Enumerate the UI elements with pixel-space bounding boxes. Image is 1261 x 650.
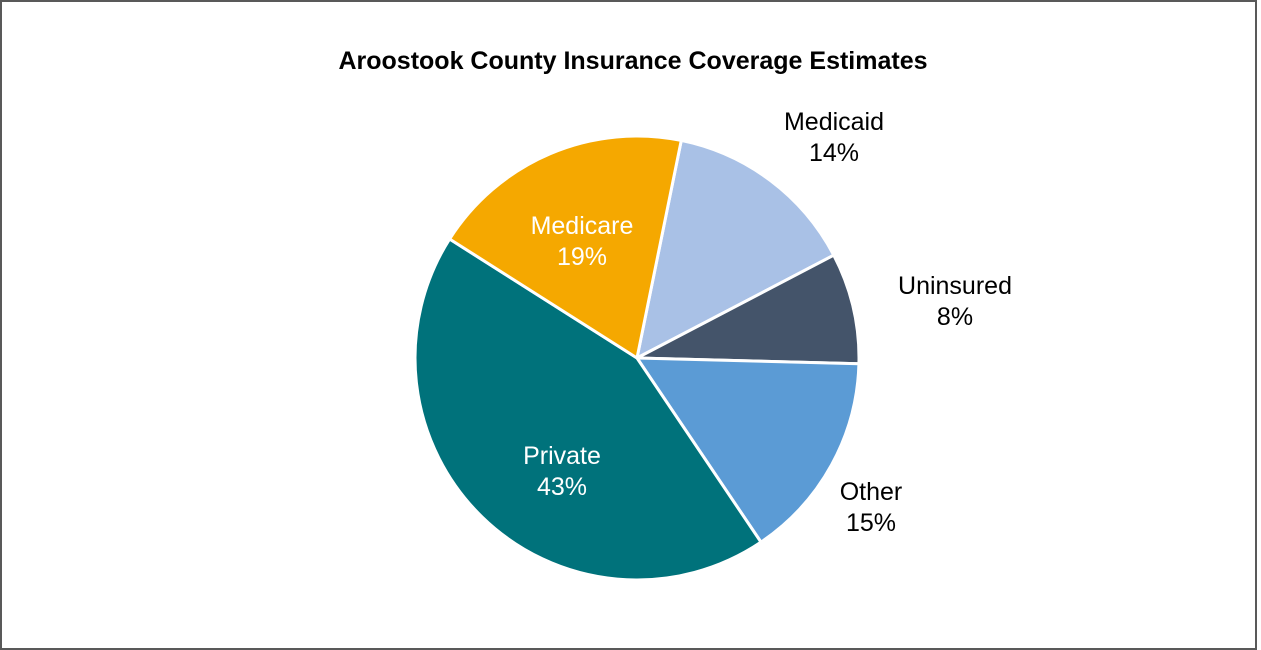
slice-percent-medicare: 19%: [557, 243, 607, 271]
pie-slice-uninsured: [635, 253, 861, 366]
pie-chart: Aroostook County Insurance Coverage Esti…: [338, 47, 1012, 582]
slice-label-other: Other: [840, 478, 903, 506]
chart-title: Aroostook County Insurance Coverage Esti…: [338, 47, 927, 75]
pie-slice-private: [413, 237, 763, 582]
slice-percent-medicaid: 14%: [809, 139, 859, 167]
pie-slice-other: [635, 356, 861, 544]
pie-labels: Medicaid 14% Uninsured 8% Other 15% Private 43%…: [523, 108, 1012, 537]
slice-label-medicare: Medicare: [531, 212, 634, 240]
slice-percent-other: 15%: [846, 509, 896, 537]
slice-label-private: Private: [523, 442, 601, 470]
slice-percent-private: 43%: [537, 473, 587, 501]
slice-label-uninsured: Uninsured: [898, 272, 1012, 300]
pie-slice-medicaid: [635, 138, 836, 360]
slice-label-medicaid: Medicaid: [784, 108, 884, 136]
pie-slice-medicare: [448, 134, 683, 360]
slice-percent-uninsured: 8%: [937, 303, 973, 331]
pie-slices: [413, 134, 861, 582]
